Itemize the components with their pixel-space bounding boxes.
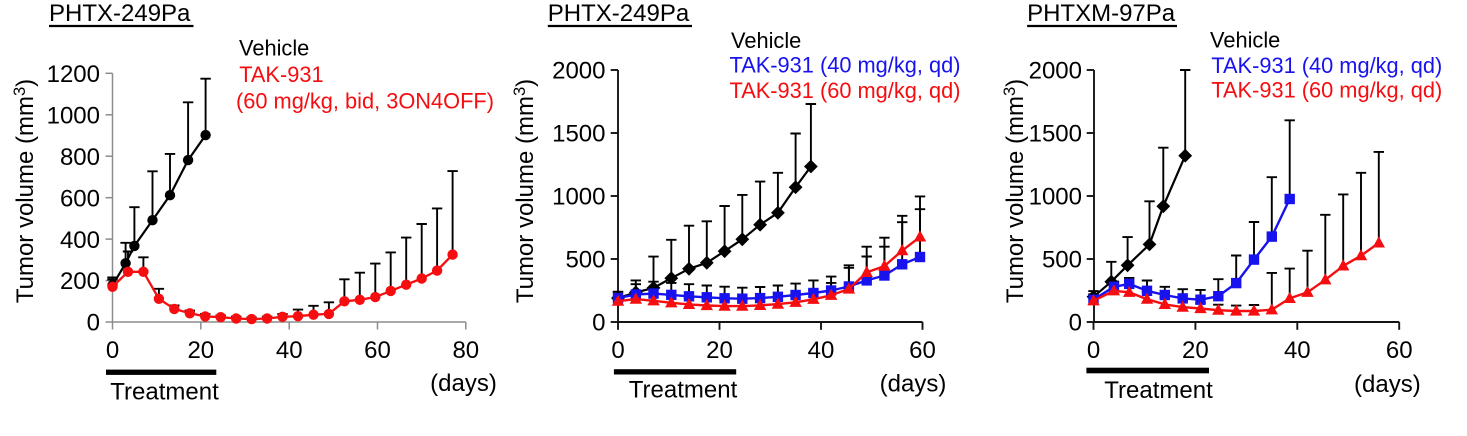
svg-text:2000: 2000 <box>1029 58 1082 85</box>
svg-text:60: 60 <box>364 337 391 364</box>
svg-text:1000: 1000 <box>47 103 100 130</box>
svg-text:40: 40 <box>1284 337 1311 364</box>
svg-text:(60 mg/kg, bid, 3ON4OFF): (60 mg/kg, bid, 3ON4OFF) <box>236 89 494 114</box>
svg-text:20: 20 <box>1182 337 1209 364</box>
svg-text:TAK-931: TAK-931 <box>239 62 323 87</box>
svg-text:1200: 1200 <box>47 61 100 88</box>
svg-text:Vehicle: Vehicle <box>731 28 801 53</box>
svg-text:0: 0 <box>1069 310 1082 337</box>
svg-text:Vehicle: Vehicle <box>1210 28 1280 53</box>
svg-text:60: 60 <box>1386 337 1413 364</box>
svg-text:PHTX-249Pa: PHTX-249Pa <box>548 0 690 27</box>
svg-text:1000: 1000 <box>552 184 605 211</box>
svg-text:20: 20 <box>187 337 214 364</box>
svg-text:1500: 1500 <box>552 121 605 148</box>
svg-text:PHTX-249Pa: PHTX-249Pa <box>49 0 191 27</box>
svg-text:1000: 1000 <box>1029 184 1082 211</box>
svg-text:80: 80 <box>452 337 479 364</box>
svg-text:(days): (days) <box>880 371 947 398</box>
svg-text:500: 500 <box>1042 247 1082 274</box>
svg-text:0: 0 <box>611 337 624 364</box>
svg-text:Tumor volume (mm3): Tumor volume (mm3) <box>511 79 539 303</box>
svg-text:600: 600 <box>60 185 100 212</box>
svg-text:0: 0 <box>592 310 605 337</box>
svg-text:(days): (days) <box>430 370 497 397</box>
svg-text:Vehicle: Vehicle <box>239 36 309 61</box>
svg-text:Treatment: Treatment <box>629 377 738 404</box>
svg-text:500: 500 <box>565 247 605 274</box>
svg-text:0: 0 <box>1087 337 1100 364</box>
svg-text:Tumor volume (mm3): Tumor volume (mm3) <box>1001 79 1029 303</box>
svg-text:TAK-931 (60 mg/kg, qd): TAK-931 (60 mg/kg, qd) <box>1211 78 1442 103</box>
svg-text:0: 0 <box>87 310 100 337</box>
svg-text:2000: 2000 <box>552 58 605 85</box>
svg-text:TAK-931 (40 mg/kg, qd): TAK-931 (40 mg/kg, qd) <box>1211 53 1442 78</box>
svg-text:(days): (days) <box>1354 371 1421 398</box>
svg-text:400: 400 <box>60 227 100 254</box>
svg-text:1500: 1500 <box>1029 121 1082 148</box>
svg-text:200: 200 <box>60 268 100 295</box>
svg-text:800: 800 <box>60 144 100 171</box>
svg-text:40: 40 <box>276 337 303 364</box>
svg-text:Treatment: Treatment <box>1104 377 1213 404</box>
svg-text:0: 0 <box>106 337 119 364</box>
svg-text:Tumor volume (mm3): Tumor volume (mm3) <box>11 79 39 303</box>
svg-text:Treatment: Treatment <box>110 379 219 406</box>
svg-text:60: 60 <box>909 337 936 364</box>
svg-text:40: 40 <box>808 337 835 364</box>
svg-text:TAK-931 (40 mg/kg, qd): TAK-931 (40 mg/kg, qd) <box>730 52 961 77</box>
svg-text:PHTXM-97Pa: PHTXM-97Pa <box>1027 0 1176 27</box>
svg-text:20: 20 <box>706 337 733 364</box>
svg-text:TAK-931 (60 mg/kg, qd): TAK-931 (60 mg/kg, qd) <box>730 78 961 103</box>
